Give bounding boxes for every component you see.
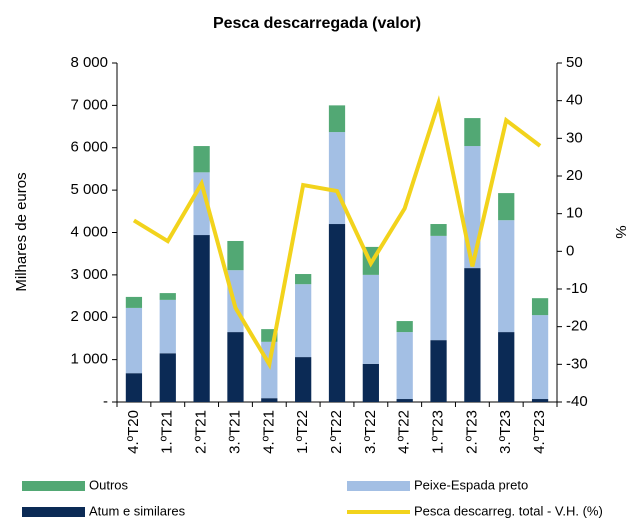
- legend-swatch: [347, 481, 410, 491]
- y-tick-label: 7 000: [70, 96, 108, 113]
- bar-segment: [328, 105, 346, 133]
- x-tick-label: 1.ºT23: [430, 410, 447, 454]
- bar-segment: [531, 298, 549, 316]
- bar-segment: [531, 399, 549, 402]
- y2-tick-label: -10: [566, 280, 588, 297]
- y2-tick-label: -30: [566, 355, 588, 372]
- bar-segment: [159, 299, 176, 354]
- line-series: [132, 95, 542, 370]
- x-tick-label: 1.ºT21: [159, 410, 176, 454]
- bar-segment: [464, 118, 481, 147]
- bar-segment: [531, 315, 549, 400]
- bar-segment: [362, 274, 379, 364]
- y2-axis-label: %: [612, 225, 629, 238]
- bar-segment: [396, 399, 413, 402]
- bar-segment: [159, 353, 176, 402]
- bar-segment: [430, 235, 447, 341]
- y-tick-label: 2 000: [70, 308, 108, 325]
- y2-tick-label: 0: [566, 242, 574, 259]
- x-tick-label: 4.ºT21: [260, 410, 277, 454]
- x-tick-label: 2.ºT23: [463, 410, 480, 454]
- legend-swatch: [22, 507, 85, 517]
- bar-segment: [430, 340, 447, 402]
- x-tick-label: 4.ºT23: [531, 410, 548, 454]
- y-axis-label: Milhares de euros: [13, 172, 30, 291]
- bar-segment: [227, 332, 244, 402]
- legend-label: Peixe-Espada preto: [414, 477, 528, 492]
- bar-segment: [227, 240, 244, 271]
- y-tick-label: -: [103, 393, 108, 410]
- bar-segment: [295, 274, 312, 285]
- bar-segment: [464, 268, 481, 402]
- y-tick-label: 8 000: [70, 54, 108, 71]
- y2-tick-label: 10: [566, 205, 583, 222]
- y-tick-label: 4 000: [70, 223, 108, 240]
- y2-tick-label: 40: [566, 92, 583, 109]
- legend-label: Atum e similares: [89, 503, 186, 518]
- legend-label: Pesca descarreg. total - V.H. (%): [414, 503, 603, 518]
- bar-segment: [261, 398, 278, 402]
- x-tick-label: 4.ºT22: [396, 410, 413, 454]
- bar-segment: [498, 193, 515, 221]
- chart-title: Pesca descarregada (valor): [213, 15, 421, 32]
- legend-swatch: [22, 481, 85, 491]
- bar-segment: [125, 373, 143, 402]
- bar-segment: [328, 224, 346, 402]
- y-tick-label: 6 000: [70, 139, 108, 156]
- x-tick-label: 3.ºT23: [497, 410, 514, 454]
- y2-tick-label: 50: [566, 54, 583, 71]
- bar-segment: [498, 332, 515, 402]
- bar-segment: [396, 332, 413, 400]
- y2-tick-label: 30: [566, 129, 583, 146]
- y2-tick-label: -40: [566, 393, 588, 410]
- bar-segment: [430, 224, 447, 236]
- bar-segment: [328, 132, 346, 225]
- bar-segment: [193, 146, 210, 173]
- bar-segment: [125, 307, 143, 374]
- bar-segment: [498, 220, 515, 333]
- bar-segment: [193, 235, 210, 402]
- x-tick-label: 4.ºT20: [125, 410, 142, 454]
- bar-segment: [159, 293, 176, 300]
- bar-segment: [362, 363, 379, 402]
- bar-segment: [396, 321, 413, 333]
- bar-segment: [295, 284, 312, 358]
- x-tick-label: 3.ºT22: [362, 410, 379, 454]
- y-tick-label: 1 000: [70, 351, 108, 368]
- x-tick-label: 2.ºT22: [328, 410, 345, 454]
- y-tick-label: 3 000: [70, 266, 108, 283]
- x-tick-label: 2.ºT21: [193, 410, 210, 454]
- legend-label: Outros: [89, 477, 129, 492]
- bar-segment: [125, 296, 143, 308]
- bar-segment: [295, 357, 312, 402]
- y-tick-label: 5 000: [70, 181, 108, 198]
- x-tick-label: 1.ºT22: [294, 410, 311, 454]
- bar-segment: [261, 341, 278, 399]
- x-tick-label: 3.ºT21: [226, 410, 243, 454]
- y2-tick-label: 20: [566, 167, 583, 184]
- y2-tick-label: -20: [566, 318, 588, 335]
